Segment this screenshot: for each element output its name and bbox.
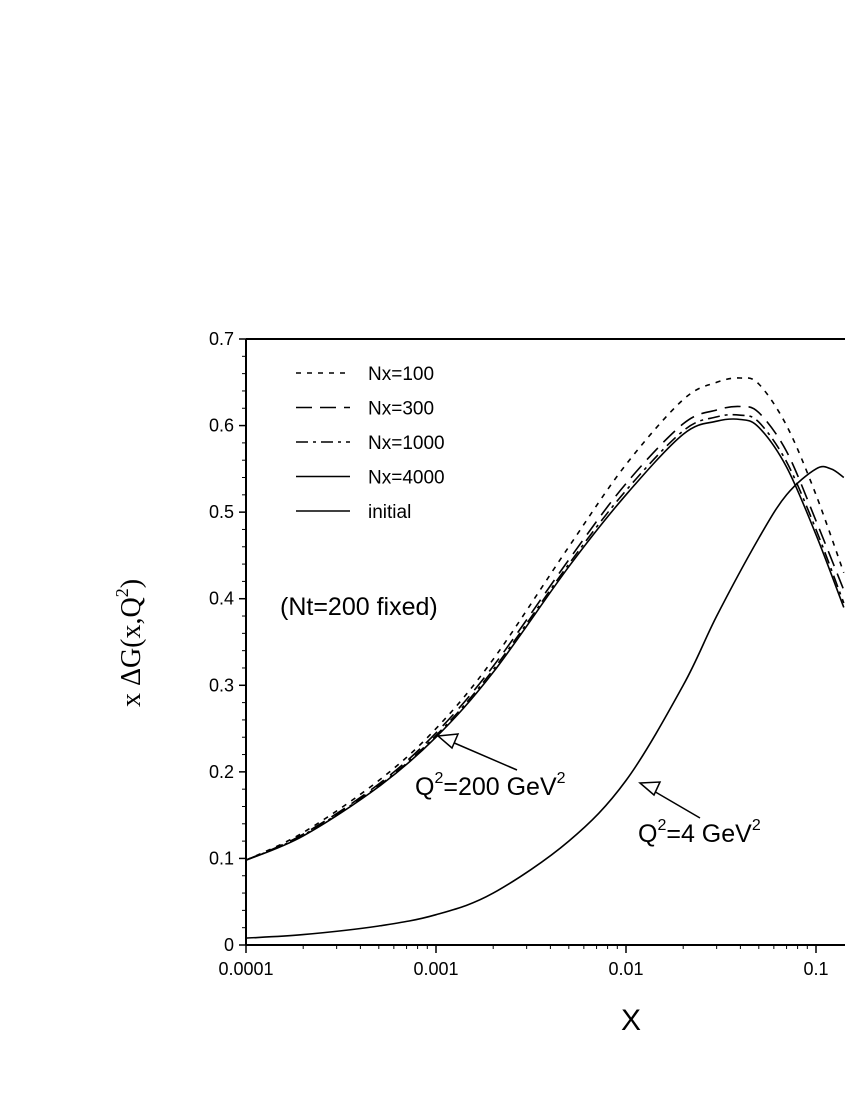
annotation-arrow-line bbox=[651, 789, 701, 819]
y-tick-label: 0.5 bbox=[209, 502, 234, 522]
annotation-arrow-line bbox=[451, 741, 518, 771]
annotations: Q2=200 GeV2 Q2=4 GeV2 bbox=[415, 733, 761, 848]
annotation-q2-4: Q2=4 GeV2 bbox=[638, 781, 761, 848]
y-tick-label: 0.6 bbox=[209, 416, 234, 436]
legend-label: Nx=1000 bbox=[368, 433, 445, 454]
series-line-0 bbox=[246, 377, 845, 861]
x-axis-title: X bbox=[621, 1004, 641, 1037]
series-line-4 bbox=[246, 465, 845, 939]
legend-label: Nx=300 bbox=[368, 399, 434, 420]
plot-frame bbox=[245, 338, 845, 946]
x-tick-label: 0.0001 bbox=[218, 959, 273, 979]
annotation-q2-200: Q2=200 GeV2 bbox=[415, 733, 566, 801]
note-text: (Nt=200 fixed) bbox=[280, 593, 438, 621]
legend-label: Nx=4000 bbox=[368, 468, 445, 489]
y-tick-label: 0.2 bbox=[209, 762, 234, 782]
annotation-label-q2-4: Q2=4 GeV2 bbox=[638, 817, 761, 848]
annotation-arrowhead bbox=[638, 781, 662, 797]
y-tick-label: 0 bbox=[224, 935, 234, 955]
y-tick-label: 0.7 bbox=[209, 329, 234, 349]
legend-label: Nx=100 bbox=[368, 364, 434, 385]
tick-labels: 0 0.1 0.2 0.3 0.4 0.5 0.6 0.7 0.0001 0.001 0.01 0.1 bbox=[209, 329, 829, 979]
y-axis-title: x ΔG(x,Q2) bbox=[112, 579, 147, 707]
y-tick-label: 0.4 bbox=[209, 589, 234, 609]
legend: Nx=100 Nx=300 Nx=1000 Nx=4000 initial bbox=[296, 364, 445, 523]
annotation-label-q2-200: Q2=200 GeV2 bbox=[415, 770, 566, 801]
x-tick-label: 0.1 bbox=[803, 959, 828, 979]
axis-ticks bbox=[239, 338, 817, 953]
legend-label: initial bbox=[368, 502, 411, 523]
series-line-3 bbox=[246, 418, 845, 861]
x-tick-label: 0.001 bbox=[413, 959, 458, 979]
y-tick-label: 0.3 bbox=[209, 675, 234, 695]
x-tick-label: 0.01 bbox=[608, 959, 643, 979]
annotation-arrowhead bbox=[436, 733, 460, 750]
y-tick-label: 0.1 bbox=[209, 848, 234, 868]
series-line-2 bbox=[246, 413, 845, 861]
series-lines bbox=[246, 377, 845, 939]
series-line-1 bbox=[246, 405, 845, 861]
